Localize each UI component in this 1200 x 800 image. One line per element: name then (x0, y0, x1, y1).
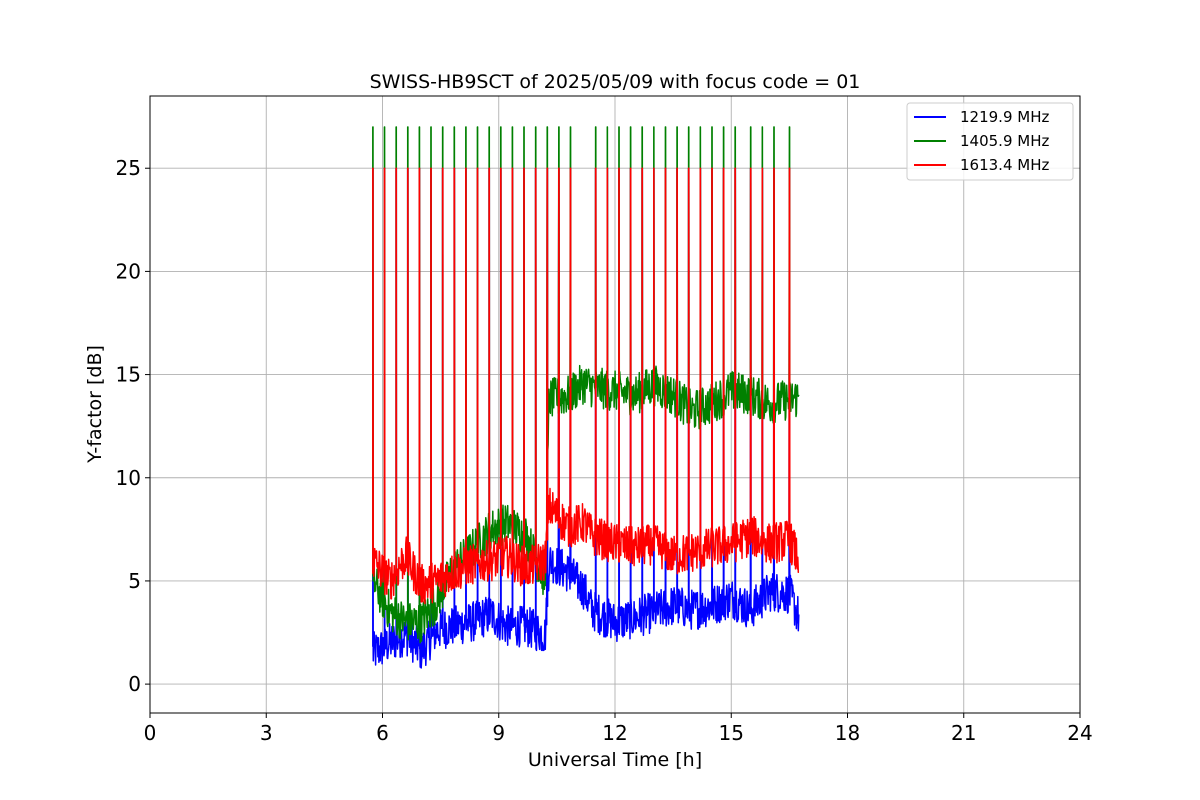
y-tick-label: 20 (116, 259, 141, 283)
x-tick-label: 12 (602, 721, 627, 745)
y-tick-label: 25 (116, 156, 141, 180)
legend-label-1405-9: 1405.9 MHz (960, 132, 1049, 150)
x-tick-label: 6 (376, 721, 389, 745)
x-tick-label: 18 (835, 721, 860, 745)
series-line-1613-4-mhz (372, 167, 800, 605)
legend: 1219.9 MHz 1405.9 MHz 1613.4 MHz (906, 102, 1074, 181)
x-tick-label: 9 (492, 721, 505, 745)
x-tick-label: 15 (719, 721, 744, 745)
legend-label-1613-4: 1613.4 MHz (960, 156, 1049, 174)
legend-box (906, 102, 1074, 181)
x-tick-label: 24 (1067, 721, 1092, 745)
y-axis-label: Y-factor [dB] (84, 345, 106, 464)
y-tick-label: 0 (128, 672, 141, 696)
y-tick-label: 10 (116, 466, 141, 490)
chart-title: SWISS-HB9SCT of 2025/05/09 with focus co… (370, 71, 861, 93)
y-tick-label: 5 (128, 569, 141, 593)
legend-label-1219-9: 1219.9 MHz (960, 108, 1049, 126)
plot-series (372, 126, 800, 669)
x-tick-label: 21 (951, 721, 976, 745)
y-tick-label: 15 (116, 363, 141, 387)
x-tick-label: 0 (144, 721, 157, 745)
x-axis-label: Universal Time [h] (528, 749, 702, 771)
x-tick-label: 3 (260, 721, 273, 745)
axis-ticks: 0 3 6 9 12 15 18 21 24 0 5 10 15 20 25 (116, 156, 1093, 745)
